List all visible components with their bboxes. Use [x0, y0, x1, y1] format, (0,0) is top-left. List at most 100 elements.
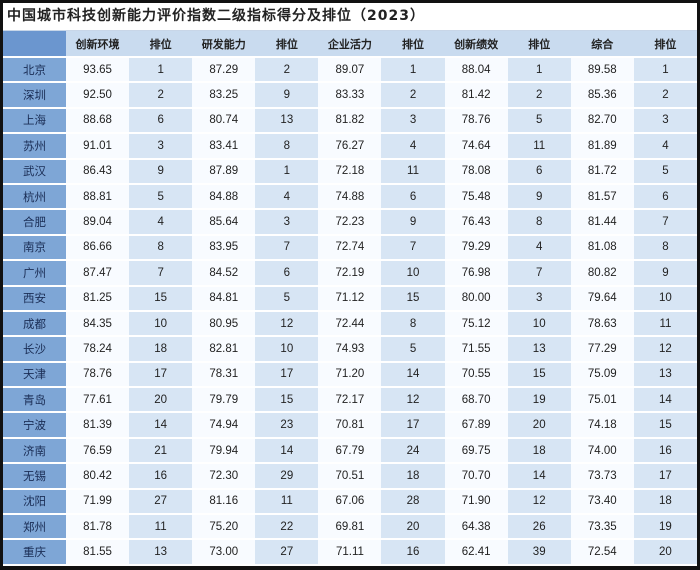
column-header: 创新绩效: [444, 31, 508, 58]
score-cell: 79.79: [192, 387, 256, 414]
column-header: 排位: [381, 31, 445, 58]
rank-cell: 2: [255, 57, 319, 84]
rank-cell: 5: [507, 107, 571, 135]
score-cell: 81.55: [66, 539, 130, 566]
rank-cell: 9: [381, 209, 445, 236]
rank-cell: 3: [255, 209, 319, 236]
rank-cell: 3: [507, 285, 571, 312]
table-row: 重庆 81.55 13 73.00 27 71.11 16 62.41 39 72.54 20: [3, 539, 697, 566]
rank-cell: 10: [633, 285, 697, 312]
rank-cell: 8: [255, 133, 319, 160]
score-cell: 83.95: [192, 234, 256, 262]
table-row: 宁波 81.39 14 74.94 23 70.81 17 67.89 20 74.18 15: [3, 412, 697, 439]
rank-cell: 12: [381, 387, 445, 414]
rank-cell: 16: [633, 437, 697, 465]
rank-cell: 4: [633, 133, 697, 160]
score-cell: 81.39: [66, 412, 130, 439]
score-cell: 76.27: [318, 133, 382, 160]
score-cell: 74.94: [192, 412, 256, 439]
score-cell: 77.29: [570, 336, 634, 363]
score-cell: 81.25: [66, 285, 130, 312]
score-cell: 67.79: [318, 437, 382, 465]
city-name: 无锡: [3, 463, 66, 490]
score-cell: 78.76: [444, 107, 508, 135]
score-cell: 76.98: [444, 260, 508, 287]
city-name: 天津: [3, 361, 66, 389]
score-cell: 81.44: [570, 209, 634, 236]
table-row: 济南 76.59 21 79.94 14 67.79 24 69.75 18 74.00 16: [3, 437, 697, 465]
rank-cell: 8: [381, 310, 445, 338]
rank-cell: 1: [381, 57, 445, 84]
score-cell: 71.12: [318, 285, 382, 312]
table-row: 北京 93.65 1 87.29 2 89.07 1 88.04 1 89.58 1: [3, 57, 697, 84]
rank-cell: 20: [129, 387, 193, 414]
score-cell: 76.43: [444, 209, 508, 236]
score-cell: 88.81: [66, 183, 130, 211]
rank-cell: 18: [129, 336, 193, 363]
city-name: 苏州: [3, 133, 66, 160]
score-cell: 71.55: [444, 336, 508, 363]
rank-cell: 15: [255, 387, 319, 414]
score-cell: 81.16: [192, 488, 256, 516]
rank-cell: 1: [255, 158, 319, 185]
rank-cell: 5: [633, 158, 697, 185]
city-name: 合肥: [3, 209, 66, 236]
score-cell: 73.73: [570, 463, 634, 490]
table-row: 南京 86.66 8 83.95 7 72.74 7 79.29 4 81.08 8: [3, 234, 697, 262]
score-cell: 84.35: [66, 310, 130, 338]
rank-cell: 13: [255, 107, 319, 135]
table-row: 天津 78.76 17 78.31 17 71.20 14 70.55 15 75.09 13: [3, 361, 697, 389]
score-cell: 75.48: [444, 183, 508, 211]
score-cell: 92.50: [66, 82, 130, 109]
city-name: 成都: [3, 310, 66, 338]
city-name: 青岛: [3, 387, 66, 414]
column-header: 综合: [570, 31, 634, 58]
score-cell: 73.35: [570, 514, 634, 541]
score-cell: 86.43: [66, 158, 130, 185]
rank-cell: 21: [129, 437, 193, 465]
rank-cell: 3: [129, 133, 193, 160]
rank-cell: 24: [381, 437, 445, 465]
city-name: 郑州: [3, 514, 66, 541]
rank-cell: 10: [129, 310, 193, 338]
rank-cell: 7: [633, 209, 697, 236]
table-row: 长沙 78.24 18 82.81 10 74.93 5 71.55 13 77.29 12: [3, 336, 697, 363]
rank-cell: 9: [507, 183, 571, 211]
rank-cell: 7: [255, 234, 319, 262]
rank-cell: 1: [129, 57, 193, 84]
rank-cell: 18: [507, 437, 571, 465]
rank-cell: 20: [507, 412, 571, 439]
rank-cell: 5: [129, 183, 193, 211]
rank-cell: 4: [381, 133, 445, 160]
table-row: 西安 81.25 15 84.81 5 71.12 15 80.00 3 79.64 10: [3, 285, 697, 312]
rank-cell: 17: [633, 463, 697, 490]
score-cell: 84.52: [192, 260, 256, 287]
rank-cell: 39: [507, 539, 571, 566]
score-cell: 86.66: [66, 234, 130, 262]
rank-cell: 16: [381, 539, 445, 566]
rank-cell: 15: [507, 361, 571, 389]
city-name: 济南: [3, 437, 66, 465]
rank-cell: 10: [255, 336, 319, 363]
rank-cell: 13: [129, 539, 193, 566]
rank-cell: 3: [381, 107, 445, 135]
score-cell: 81.57: [570, 183, 634, 211]
score-cell: 74.00: [570, 437, 634, 465]
score-cell: 87.89: [192, 158, 256, 185]
score-cell: 71.90: [444, 488, 508, 516]
rank-cell: 6: [507, 158, 571, 185]
rank-cell: 12: [507, 488, 571, 516]
header-row: 创新环境 排位 研发能力 排位 企业活力 排位 创新绩效 排位 综合 排位: [3, 31, 697, 58]
score-cell: 91.01: [66, 133, 130, 160]
score-cell: 87.47: [66, 260, 130, 287]
table-row: 杭州 88.81 5 84.88 4 74.88 6 75.48 9 81.57 6: [3, 183, 697, 211]
city-name: 杭州: [3, 183, 66, 211]
rank-cell: 4: [507, 234, 571, 262]
rank-cell: 16: [129, 463, 193, 490]
score-cell: 85.36: [570, 82, 634, 109]
score-cell: 84.81: [192, 285, 256, 312]
score-cell: 67.06: [318, 488, 382, 516]
score-cell: 64.38: [444, 514, 508, 541]
rank-cell: 5: [255, 285, 319, 312]
table-row: 武汉 86.43 9 87.89 1 72.18 11 78.08 6 81.72 5: [3, 158, 697, 185]
